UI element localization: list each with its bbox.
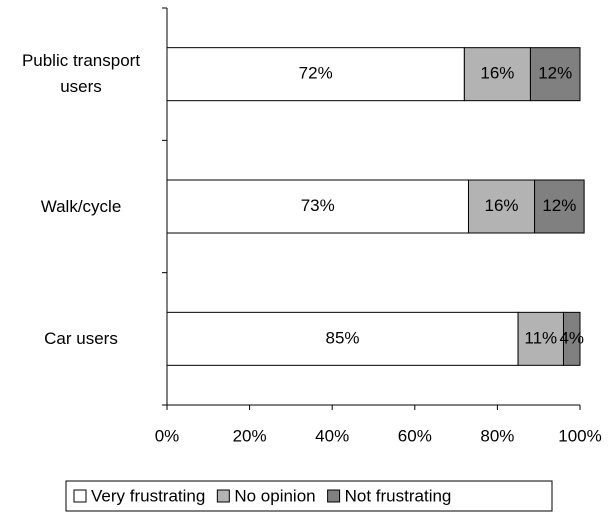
- data-label: 72%: [299, 64, 333, 83]
- bar-segment: [562, 311, 581, 366]
- legend-label: Very frustrating: [91, 486, 205, 505]
- category-label: Walk/cycle: [40, 196, 122, 216]
- bar-segment: [166, 179, 469, 234]
- bar-segment: [534, 179, 585, 234]
- x-tick-label: 20%: [233, 426, 267, 445]
- bar-segment: [166, 47, 465, 102]
- x-tick-label: 100%: [558, 426, 601, 445]
- category-label: Public transport users: [21, 51, 141, 97]
- bar-segment: [166, 311, 519, 366]
- x-tick-label: 80%: [480, 426, 514, 445]
- data-label: 11%: [524, 328, 557, 347]
- x-tick-label: 0%: [155, 426, 180, 445]
- data-label: 4%: [559, 328, 584, 347]
- legend-label: No opinion: [234, 486, 315, 505]
- data-label: 12%: [538, 64, 572, 83]
- data-label: 85%: [326, 328, 360, 347]
- legend-swatch: [73, 489, 87, 503]
- x-tick-label: 40%: [315, 426, 349, 445]
- x-tick-label: 60%: [398, 426, 432, 445]
- data-label: 16%: [485, 196, 519, 215]
- legend-swatch: [216, 489, 230, 503]
- bar-segment: [529, 47, 581, 102]
- category-label: Car users: [44, 328, 118, 348]
- bar-segment: [517, 311, 564, 366]
- data-label: 73%: [301, 196, 335, 215]
- bar-segment: [463, 47, 531, 102]
- data-label: 16%: [480, 64, 514, 83]
- legend-box: [65, 480, 553, 512]
- legend-swatch: [327, 489, 341, 503]
- legend-label: Not frustrating: [345, 486, 452, 505]
- data-label: 12%: [542, 196, 576, 215]
